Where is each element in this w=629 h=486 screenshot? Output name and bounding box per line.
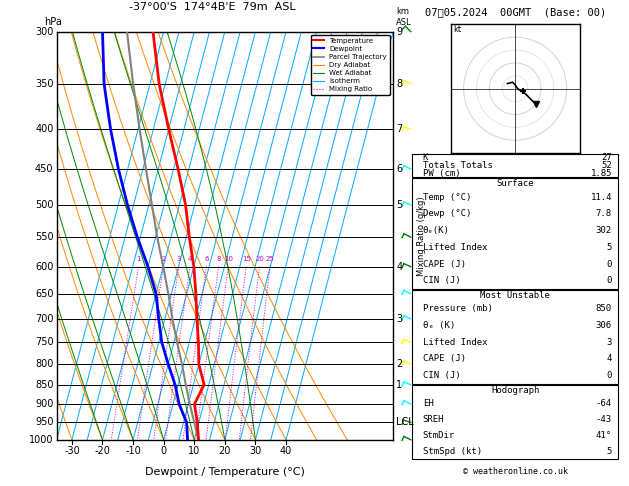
- Text: 650: 650: [35, 289, 53, 299]
- Text: 10: 10: [224, 256, 233, 261]
- Text: 700: 700: [35, 314, 53, 324]
- Text: Dewp (°C): Dewp (°C): [423, 209, 471, 218]
- Text: -10: -10: [125, 446, 141, 456]
- Text: 3: 3: [606, 338, 612, 347]
- Text: -43: -43: [596, 415, 612, 424]
- Text: 6: 6: [396, 164, 403, 174]
- Bar: [412, 385, 618, 459]
- Text: 9: 9: [396, 27, 403, 36]
- Text: -37°00'S  174°4B'E  79m  ASL: -37°00'S 174°4B'E 79m ASL: [129, 2, 296, 12]
- Text: kt: kt: [454, 25, 462, 34]
- Legend: Temperature, Dewpoint, Parcel Trajectory, Dry Adiabat, Wet Adiabat, Isotherm, Mi: Temperature, Dewpoint, Parcel Trajectory…: [311, 35, 389, 95]
- Text: 0: 0: [160, 446, 167, 456]
- Text: 850: 850: [596, 304, 612, 313]
- Text: 1: 1: [136, 256, 141, 261]
- Text: 30: 30: [249, 446, 262, 456]
- Text: LCL: LCL: [396, 417, 414, 428]
- Text: SREH: SREH: [423, 415, 444, 424]
- Text: 20: 20: [219, 446, 231, 456]
- Text: 750: 750: [35, 337, 53, 347]
- Text: 40: 40: [280, 446, 292, 456]
- Text: 500: 500: [35, 200, 53, 210]
- Text: Lifted Index: Lifted Index: [423, 338, 487, 347]
- Text: 07⁐05.2024  00GMT  (Base: 00): 07⁐05.2024 00GMT (Base: 00): [425, 7, 606, 17]
- Text: Most Unstable: Most Unstable: [480, 291, 550, 300]
- Text: EH: EH: [423, 399, 433, 408]
- Bar: [412, 154, 618, 177]
- Text: Surface: Surface: [496, 179, 534, 188]
- Text: 450: 450: [35, 164, 53, 174]
- Text: 27: 27: [601, 154, 612, 162]
- Text: 5: 5: [606, 447, 612, 456]
- Text: CIN (J): CIN (J): [423, 277, 460, 285]
- Text: 52: 52: [601, 161, 612, 170]
- Text: 5: 5: [396, 200, 403, 210]
- Text: Pressure (mb): Pressure (mb): [423, 304, 493, 313]
- Text: 0: 0: [606, 260, 612, 269]
- Text: CAPE (J): CAPE (J): [423, 354, 465, 364]
- Text: -20: -20: [94, 446, 111, 456]
- Text: StmSpd (kt): StmSpd (kt): [423, 447, 482, 456]
- Text: km
ASL: km ASL: [396, 7, 412, 27]
- Text: 1.85: 1.85: [591, 169, 612, 178]
- Text: PW (cm): PW (cm): [423, 169, 460, 178]
- Text: 3: 3: [396, 314, 403, 324]
- Text: 302: 302: [596, 226, 612, 235]
- Text: 0: 0: [606, 371, 612, 380]
- Text: 600: 600: [35, 261, 53, 272]
- Text: 11.4: 11.4: [591, 192, 612, 202]
- Text: θₑ(K): θₑ(K): [423, 226, 450, 235]
- Text: 300: 300: [35, 27, 53, 36]
- Bar: [412, 290, 618, 384]
- Text: -64: -64: [596, 399, 612, 408]
- Text: Temp (°C): Temp (°C): [423, 192, 471, 202]
- Bar: [412, 178, 618, 289]
- Text: 5: 5: [606, 243, 612, 252]
- Text: 15: 15: [242, 256, 251, 261]
- Text: K: K: [423, 154, 428, 162]
- Text: 800: 800: [35, 359, 53, 369]
- Text: 2: 2: [396, 359, 403, 369]
- Text: 10: 10: [188, 446, 201, 456]
- Text: 8: 8: [216, 256, 221, 261]
- Text: 1: 1: [396, 380, 403, 390]
- Text: 4: 4: [396, 261, 403, 272]
- Text: -30: -30: [64, 446, 80, 456]
- Text: CIN (J): CIN (J): [423, 371, 460, 380]
- Text: StmDir: StmDir: [423, 431, 455, 440]
- Text: © weatheronline.co.uk: © weatheronline.co.uk: [463, 467, 567, 476]
- Text: 25: 25: [265, 256, 274, 261]
- Text: Totals Totals: Totals Totals: [423, 161, 493, 170]
- Text: 4: 4: [606, 354, 612, 364]
- Text: 900: 900: [35, 399, 53, 409]
- Text: 950: 950: [35, 417, 53, 428]
- Text: 0: 0: [606, 277, 612, 285]
- Text: 8: 8: [396, 79, 403, 89]
- Text: 550: 550: [35, 232, 53, 242]
- Text: 306: 306: [596, 321, 612, 330]
- Text: Dewpoint / Temperature (°C): Dewpoint / Temperature (°C): [145, 467, 305, 477]
- Text: 6: 6: [204, 256, 209, 261]
- Text: Lifted Index: Lifted Index: [423, 243, 487, 252]
- Text: CAPE (J): CAPE (J): [423, 260, 465, 269]
- Text: 1000: 1000: [29, 435, 53, 445]
- Text: hPa: hPa: [45, 17, 62, 27]
- Text: 41°: 41°: [596, 431, 612, 440]
- Text: 400: 400: [35, 124, 53, 134]
- Text: 7: 7: [396, 124, 403, 134]
- Text: 20: 20: [255, 256, 264, 261]
- Text: 4: 4: [188, 256, 192, 261]
- Text: 2: 2: [162, 256, 166, 261]
- Text: Hodograph: Hodograph: [491, 385, 539, 395]
- Text: 850: 850: [35, 380, 53, 390]
- Text: 350: 350: [35, 79, 53, 89]
- Text: 7.8: 7.8: [596, 209, 612, 218]
- Text: 3: 3: [177, 256, 181, 261]
- Text: θₑ (K): θₑ (K): [423, 321, 455, 330]
- Text: Mixing Ratio (g/kg): Mixing Ratio (g/kg): [417, 196, 426, 276]
